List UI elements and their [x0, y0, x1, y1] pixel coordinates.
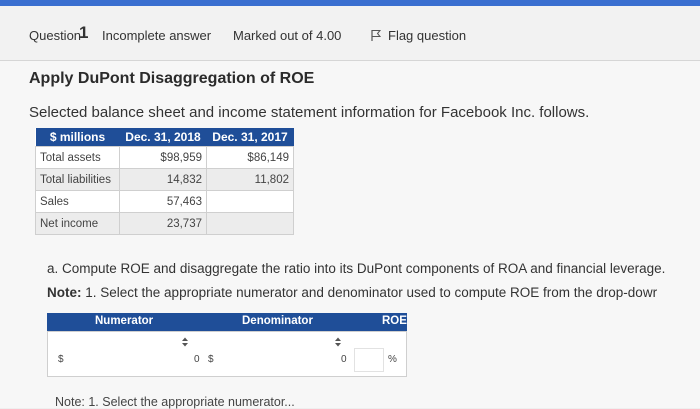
numerator-select[interactable] — [181, 336, 189, 348]
roe-header: ROE — [382, 315, 407, 327]
note-body: 1. Select the appropriate numerator and … — [81, 285, 658, 300]
numerator-header: Numerator — [95, 315, 154, 327]
denominator-input[interactable]: 0 — [341, 354, 347, 365]
cell-2017: $86,149 — [206, 146, 294, 169]
denominator-select[interactable] — [334, 336, 342, 348]
question-number: 1 — [79, 23, 89, 42]
table-row: Total liabilities 14,832 11,802 — [35, 168, 294, 191]
flag-question-link[interactable]: Flag question — [388, 28, 467, 43]
roe-table-body: $ 0 $ 0 % — [47, 331, 407, 377]
question-status: Incomplete answer — [102, 28, 212, 43]
table-row: Net income 23,737 — [35, 212, 294, 235]
row-label: Total liabilities — [35, 168, 120, 191]
question-label: Question — [29, 28, 82, 43]
table-row: Total assets $98,959 $86,149 — [35, 146, 294, 169]
table-header: Dec. 31, 2018 — [119, 128, 207, 147]
row-label: Sales — [35, 190, 120, 213]
note-prefix: Note: — [47, 285, 82, 300]
intro-text: Selected balance sheet and income statem… — [29, 104, 590, 121]
bottom-note: Note: 1. Select the appropriate numerato… — [55, 395, 295, 409]
roe-input[interactable] — [354, 348, 384, 372]
cell-2017 — [206, 212, 294, 235]
cell-2018: $98,959 — [119, 146, 207, 169]
numerator-input[interactable]: 0 — [194, 354, 200, 365]
cell-2018: 57,463 — [119, 190, 207, 213]
table-row: Sales 57,463 — [35, 190, 294, 213]
cell-2017 — [206, 190, 294, 213]
cell-2018: 23,737 — [119, 212, 207, 235]
row-label: Net income — [35, 212, 120, 235]
question-title: Apply DuPont Disaggregation of ROE — [29, 70, 315, 87]
flag-icon[interactable] — [370, 29, 382, 42]
table-header: Dec. 31, 2017 — [206, 128, 294, 147]
cell-2017: 11,802 — [206, 168, 294, 191]
part-a-instructions: a. Compute ROE and disaggregate the rati… — [47, 261, 666, 276]
denominator-currency: $ — [208, 354, 214, 365]
top-accent-bar — [0, 0, 700, 6]
question-marks: Marked out of 4.00 — [233, 28, 342, 43]
table-header: $ millions — [35, 128, 120, 147]
note-text: Note: 1. Select the appropriate numerato… — [47, 285, 657, 300]
question-content: Apply DuPont Disaggregation of ROE Selec… — [0, 61, 700, 409]
question-header: Question 1 Incomplete answer Marked out … — [0, 6, 700, 61]
denominator-header: Denominator — [242, 315, 313, 327]
roe-table-header: Numerator Denominator ROE — [47, 313, 407, 331]
balance-sheet-table: $ millions Dec. 31, 2018 Dec. 31, 2017 T… — [35, 128, 294, 235]
row-label: Total assets — [35, 146, 120, 169]
numerator-currency: $ — [58, 354, 64, 365]
cell-2018: 14,832 — [119, 168, 207, 191]
roe-percent-sign: % — [388, 354, 397, 365]
